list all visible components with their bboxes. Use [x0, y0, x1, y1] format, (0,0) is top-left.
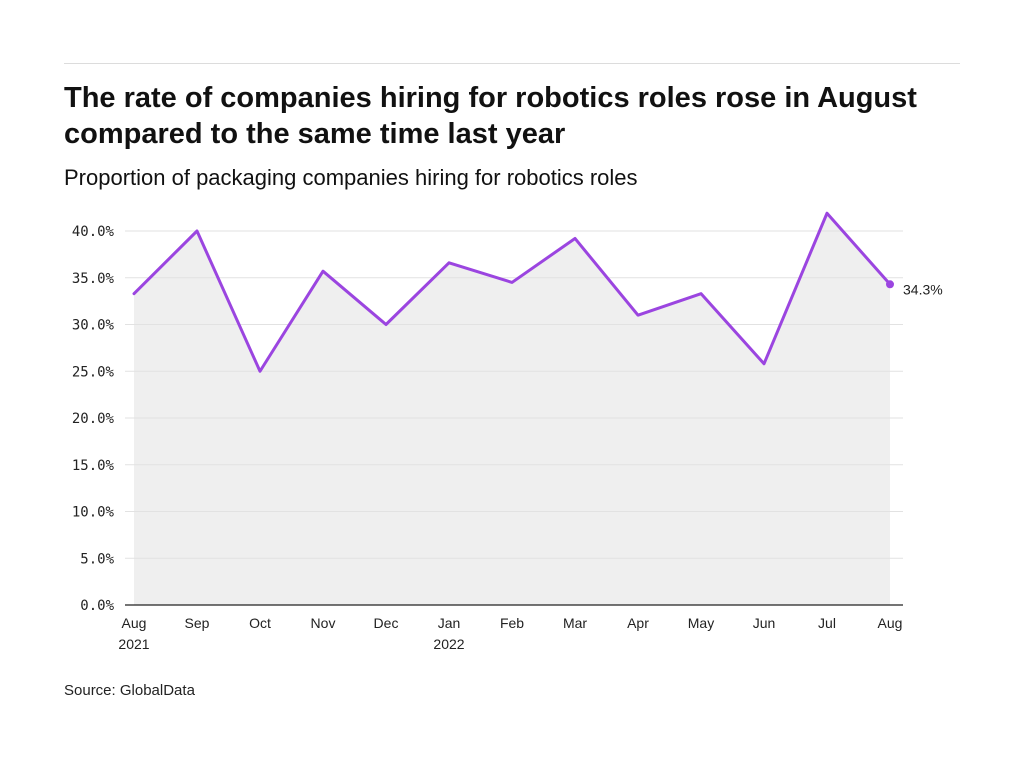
- y-tick-label: 35.0%: [72, 271, 115, 287]
- area-fill: [134, 213, 890, 606]
- y-tick-label: 5.0%: [80, 551, 114, 567]
- series-line: [132, 211, 892, 373]
- x-tick-label: Aug 2021: [118, 615, 149, 652]
- x-tick-label: Sep: [185, 615, 210, 631]
- y-tick-label: 10.0%: [72, 505, 115, 521]
- x-tick-label: May: [688, 615, 714, 631]
- x-tick-label: Apr: [627, 615, 649, 631]
- x-tick-label: Aug: [878, 615, 903, 631]
- chart-subtitle: Proportion of packaging companies hiring…: [64, 165, 638, 190]
- y-tick-label: 30.0%: [72, 318, 115, 334]
- x-tick-label: Jan 2022: [433, 615, 464, 652]
- end-value-label: 34.3%: [903, 281, 943, 297]
- x-tick-label: Jun: [753, 615, 776, 631]
- x-tick-label: Dec: [374, 615, 399, 631]
- y-tick-label: 40.0%: [72, 224, 115, 240]
- y-tick-label: 25.0%: [72, 364, 115, 380]
- x-tick-label: Feb: [500, 615, 524, 631]
- chart-title: The rate of companies hiring for robotic…: [64, 82, 917, 150]
- source-note: Source: GlobalData: [64, 682, 195, 699]
- x-tick-label: Mar: [563, 615, 587, 631]
- top-rule: [64, 63, 960, 64]
- y-tick-label: 0.0%: [80, 598, 114, 614]
- x-tick-label: Jul: [818, 615, 836, 631]
- x-tick-label: Nov: [311, 615, 336, 631]
- x-tick-label: Oct: [249, 615, 271, 631]
- data-point: [886, 280, 894, 289]
- y-tick-label: 15.0%: [72, 458, 115, 474]
- y-tick-label: 20.0%: [72, 411, 115, 427]
